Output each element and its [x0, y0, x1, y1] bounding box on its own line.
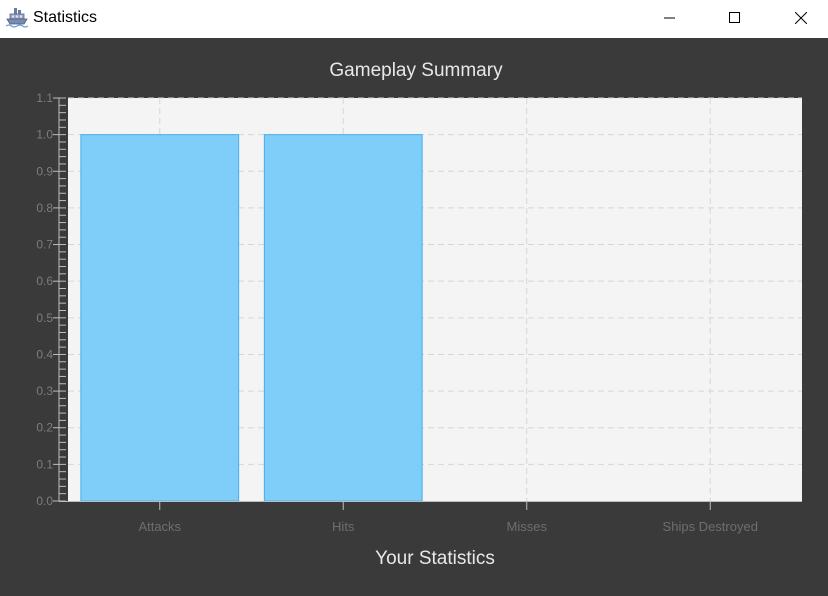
x-tick-label: Hits	[332, 519, 355, 534]
bar-hits	[263, 134, 423, 502]
minimize-icon	[664, 17, 675, 19]
y-tick-label: 0.2	[36, 421, 53, 435]
x-tick-label: Attacks	[138, 519, 181, 534]
y-tick-label: 0.4	[36, 347, 53, 361]
x-tick-label: Misses	[507, 519, 548, 534]
title-bar: Statistics	[0, 0, 828, 38]
ship-icon	[5, 7, 29, 29]
bar-attacks	[80, 134, 240, 502]
x-axis-title: Your Statistics	[375, 548, 495, 569]
chart-title: Gameplay Summary	[329, 60, 503, 81]
y-tick-label: 1.1	[36, 91, 53, 105]
maximize-button[interactable]	[712, 0, 758, 36]
x-tick-label: Ships Destroyed	[663, 519, 758, 534]
y-tick-label: 0.8	[36, 201, 53, 215]
y-tick-label: 0.3	[36, 384, 53, 398]
close-icon	[795, 12, 807, 24]
y-tick-label: 0.7	[36, 238, 53, 252]
bar-chart: Gameplay Summary 0.0 0.1 0.2 0.3 0.4 0.5 0.6 0.…	[36, 60, 802, 569]
close-button[interactable]	[778, 0, 824, 36]
y-tick-label: 0.1	[36, 457, 53, 471]
minimize-button[interactable]	[647, 0, 693, 36]
y-tick-label: 0.5	[36, 311, 53, 325]
y-tick-label: 0.9	[36, 164, 53, 178]
window-title: Statistics	[33, 9, 98, 26]
chart-panel: Gameplay Summary 0.0 0.1 0.2 0.3 0.4 0.5 0.6 0.…	[0, 38, 828, 596]
maximize-icon	[729, 12, 740, 23]
y-tick-label: 0.0	[36, 494, 53, 508]
y-tick-label: 0.6	[36, 274, 53, 288]
y-tick-label: 1.0	[36, 128, 53, 142]
